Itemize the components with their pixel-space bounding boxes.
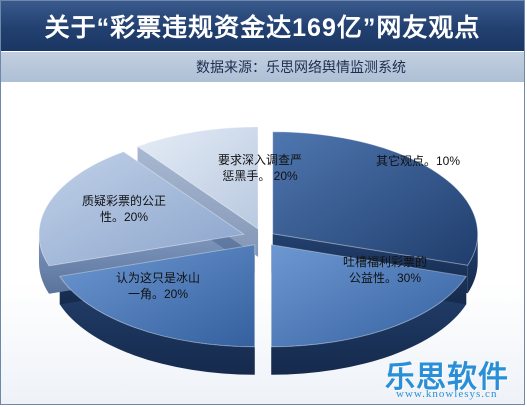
- pie-slice: [58, 244, 256, 348]
- pie-slice-side: [271, 276, 467, 375]
- pie-slice: [136, 126, 259, 230]
- pie-slice: [270, 244, 468, 348]
- pie-slice-label: 公益性。30%: [349, 271, 421, 285]
- pie-slice-label: 吐槽福利彩票的: [343, 254, 427, 269]
- pie-slice-label: 要求深入调查严: [218, 153, 302, 167]
- watermark-url: www.knowlesys.cn: [396, 388, 498, 400]
- pie-slice-label: 惩黑手。 20%: [222, 169, 298, 183]
- pie-slice-label: 性。20%: [100, 210, 148, 224]
- chart-title: 关于“彩票违规资金达169亿”网友观点: [1, 1, 524, 51]
- watermark-brand: 乐思软件: [385, 361, 509, 394]
- data-source-label: 数据来源：乐思网络舆情监测系统: [1, 52, 524, 82]
- pie-slice-label: 质疑彩票的公正: [82, 193, 166, 208]
- pie-slice-label: 认为这只是冰山: [116, 270, 200, 285]
- pie-slice-side: [38, 234, 50, 294]
- pie-slice-label: 一角。20%: [128, 287, 188, 301]
- pie-slice-side: [59, 276, 255, 375]
- pie-slice: [38, 151, 246, 267]
- pie-slice: [272, 131, 479, 266]
- pie-slice-side: [467, 233, 478, 294]
- pie-slice-label: 其它观点。10%: [376, 153, 460, 168]
